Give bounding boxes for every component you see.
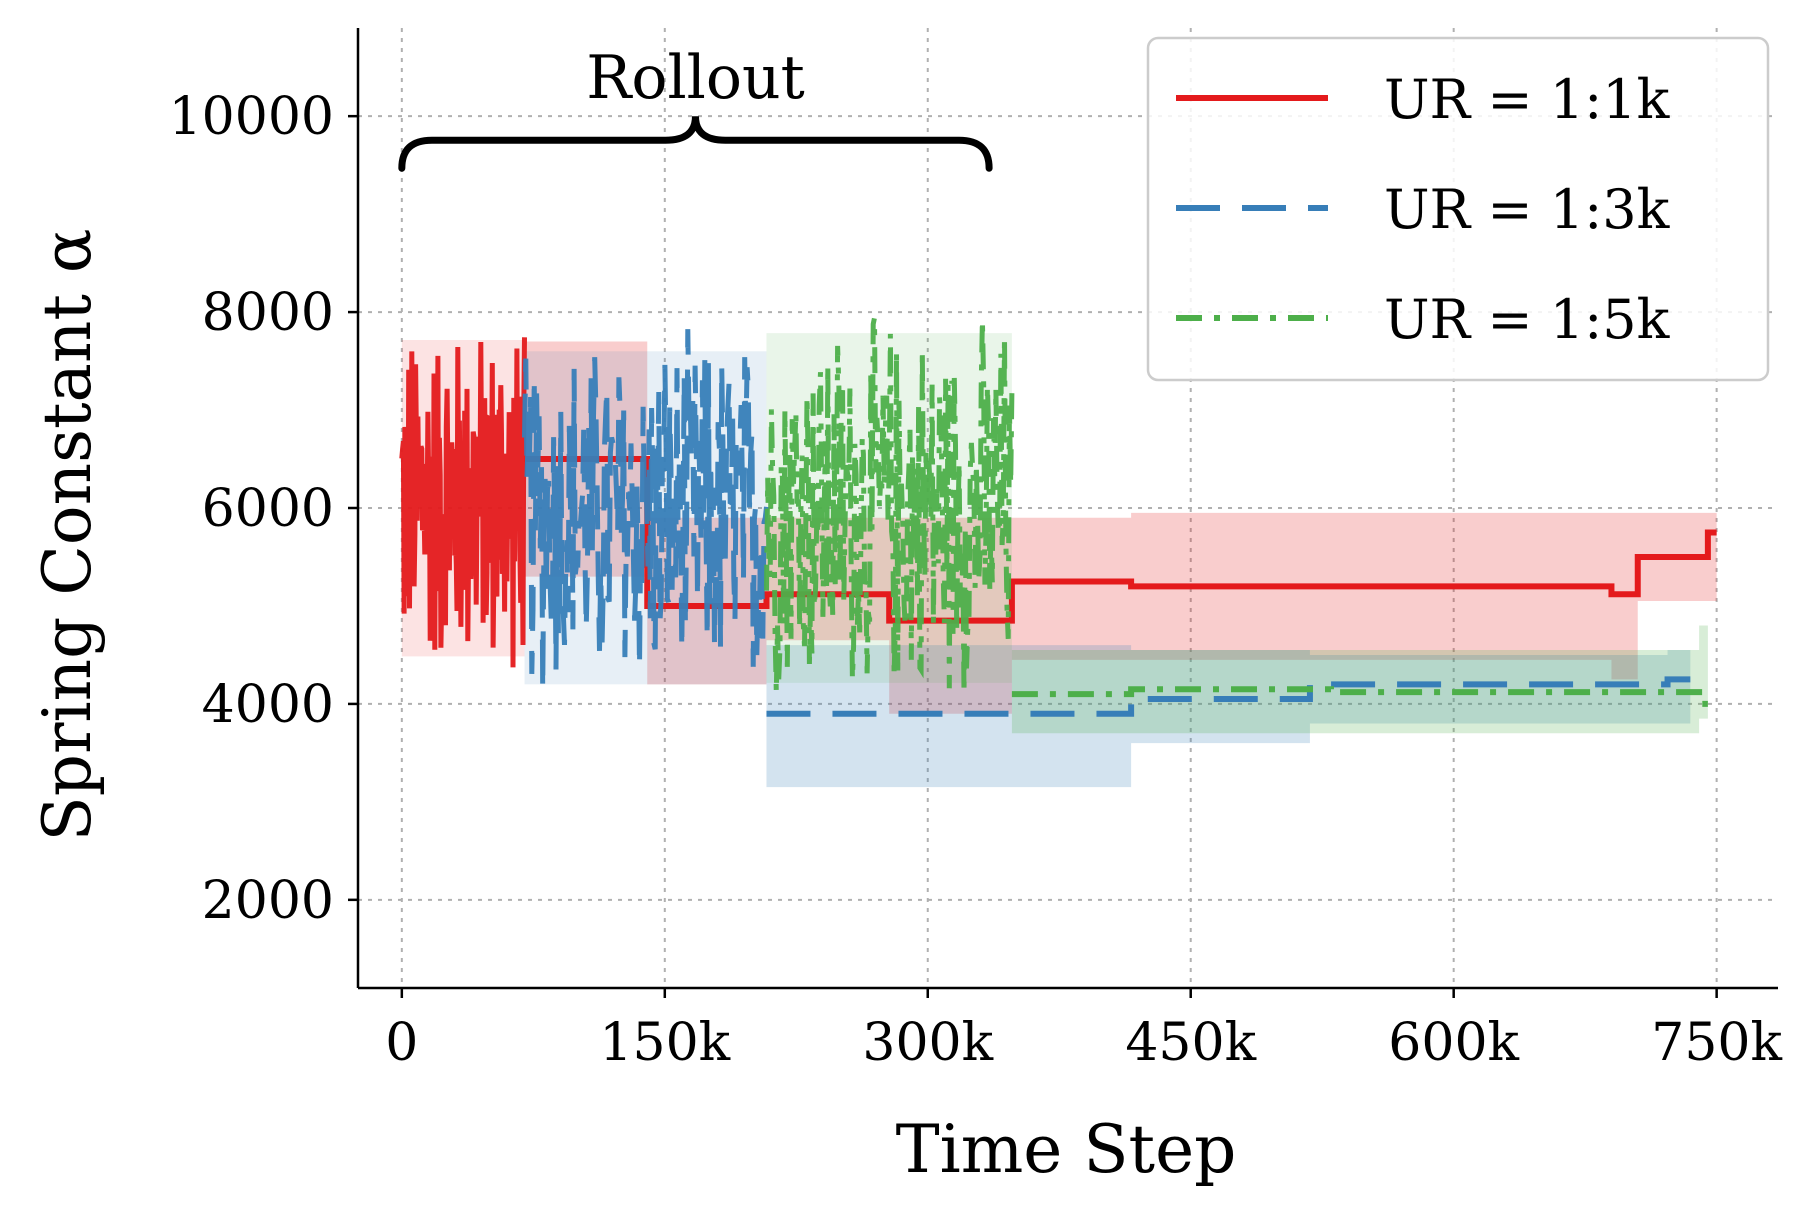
y-tick-label: 6000 bbox=[202, 479, 334, 539]
y-tick-label: 10000 bbox=[169, 87, 334, 147]
rollout-line-2 bbox=[522, 329, 769, 691]
y-tick-label: 4000 bbox=[202, 675, 334, 735]
legend: UR = 1:1k UR = 1:3k UR = 1:5k bbox=[1146, 36, 1770, 382]
x-tick-label: 750k bbox=[1651, 1013, 1782, 1073]
series-lines bbox=[399, 317, 1717, 717]
x-tick-label: 150k bbox=[599, 1013, 730, 1073]
confidence-band-3 bbox=[1011, 625, 1708, 734]
rollout-brace bbox=[398, 115, 993, 172]
series-line-3 bbox=[1011, 686, 1708, 707]
x-tick-label: 0 bbox=[385, 1013, 418, 1073]
rollout-line-1 bbox=[399, 337, 527, 668]
x-tick-label: 600k bbox=[1388, 1013, 1519, 1073]
rollout-line-3 bbox=[764, 317, 1015, 694]
series-line-1 bbox=[524, 456, 1717, 624]
y-tick-label: 2000 bbox=[202, 871, 334, 931]
y-axis-label: Spring Constant α bbox=[29, 229, 106, 842]
legend-label-1: UR = 1:1k bbox=[1384, 68, 1671, 131]
confidence-band-1 bbox=[524, 341, 1717, 714]
rollout-annotation: Rollout bbox=[398, 43, 993, 172]
axes: 0 150k 300k 450k 600k 750k 2000 4000 6000 8000 100… bbox=[169, 28, 1783, 1073]
confidence-bands bbox=[401, 333, 1717, 788]
confidence-band-2 bbox=[766, 645, 1691, 788]
y-tick-label: 8000 bbox=[202, 283, 334, 343]
series-line-2 bbox=[766, 676, 1691, 717]
legend-label-3: UR = 1:5k bbox=[1384, 288, 1671, 351]
x-tick-label: 450k bbox=[1125, 1013, 1256, 1073]
x-tick-label: 300k bbox=[862, 1013, 993, 1073]
rollout-label: Rollout bbox=[586, 43, 805, 113]
legend-label-2: UR = 1:3k bbox=[1384, 178, 1671, 241]
legend-box bbox=[1146, 36, 1770, 382]
x-axis-label: Time Step bbox=[896, 1111, 1237, 1188]
